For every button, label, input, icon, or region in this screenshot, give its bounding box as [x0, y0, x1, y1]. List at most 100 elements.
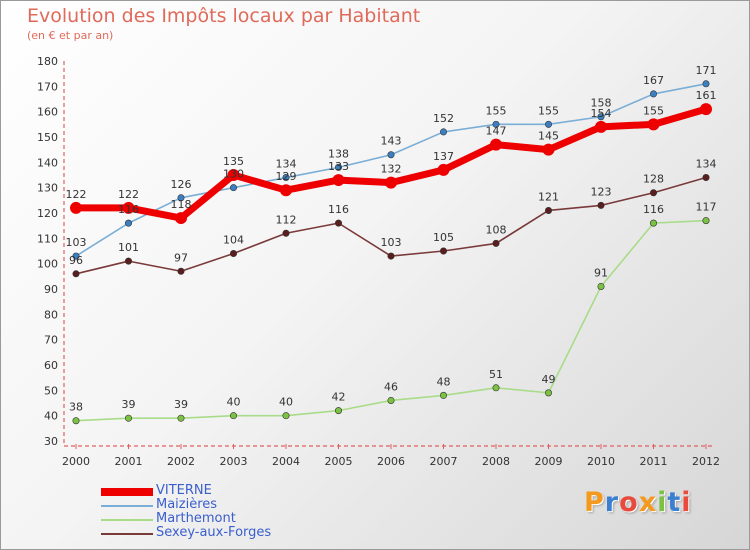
legend-label-sexey-aux-forges: Sexey-aux-Forges: [156, 525, 272, 540]
chart-title: Evolution des Impôts locaux par Habitant: [27, 5, 421, 27]
legend-swatch-sexey-aux-forges: [101, 533, 153, 535]
data-label-sexey-aux-forges: 128: [643, 173, 664, 186]
data-label-viterne: 133: [328, 160, 349, 173]
data-label-sexey-aux-forges: 104: [223, 234, 244, 247]
data-point-maizi-res: [334, 163, 342, 171]
data-point-marthemont: [544, 389, 552, 397]
logo-letter: o: [619, 487, 639, 518]
data-point-sexey-aux-forges: [492, 239, 500, 247]
data-point-maizi-res: [544, 120, 552, 128]
data-point-marthemont: [125, 414, 133, 422]
data-point-viterne: [280, 184, 292, 197]
data-label-viterne: 135: [223, 155, 244, 168]
data-point-viterne: [647, 118, 660, 131]
data-point-maizi-res: [492, 120, 500, 128]
data-label-viterne: 122: [66, 188, 87, 201]
data-label-marthemont: 42: [332, 391, 346, 404]
data-point-maizi-res: [649, 90, 657, 98]
data-point-viterne: [70, 201, 82, 214]
data-label-viterne: 118: [171, 198, 192, 211]
x-tick-label: 2007: [430, 455, 458, 468]
data-point-viterne: [385, 176, 397, 189]
legend-label-viterne: VITERNE: [156, 483, 212, 498]
legend-swatch-marthemont: [101, 519, 153, 521]
legend-swatch-viterne: [101, 488, 153, 496]
data-label-maizi-res: 171: [696, 64, 717, 77]
data-label-sexey-aux-forges: 116: [328, 203, 349, 216]
data-point-marthemont: [334, 407, 342, 415]
data-label-viterne: 161: [696, 89, 717, 102]
data-label-maizi-res: 103: [66, 236, 87, 249]
legend-item-viterne: VITERNE: [101, 483, 401, 499]
data-label-marthemont: 49: [542, 373, 556, 386]
y-tick-label: 110: [37, 232, 58, 245]
y-tick-label: 30: [44, 435, 58, 448]
data-point-maizi-res: [230, 184, 238, 192]
y-tick-label: 100: [37, 258, 58, 271]
data-label-maizi-res: 130: [223, 168, 244, 181]
data-point-marthemont: [230, 412, 238, 420]
data-label-marthemont: 48: [437, 375, 451, 388]
y-tick-label: 60: [44, 359, 58, 372]
data-label-viterne: 154: [591, 107, 612, 120]
data-point-maizi-res: [597, 113, 605, 121]
x-tick-label: 2002: [167, 455, 195, 468]
logo-letter: r: [604, 487, 620, 518]
data-label-viterne: 129: [276, 170, 297, 183]
chart-subtitle: (en € et par an): [27, 29, 114, 42]
data-point-marthemont: [597, 282, 605, 290]
data-point-sexey-aux-forges: [125, 257, 133, 265]
data-label-sexey-aux-forges: 112: [276, 213, 297, 226]
legend-item-sexey-aux-forges: Sexey-aux-Forges: [101, 525, 401, 541]
x-tick-label: 2008: [482, 455, 510, 468]
data-label-maizi-res: 143: [381, 135, 402, 148]
data-point-sexey-aux-forges: [282, 229, 290, 237]
legend-item-maizi-res: Maizières: [101, 497, 401, 513]
legend-item-marthemont: Marthemont: [101, 511, 401, 527]
data-point-marthemont: [177, 414, 185, 422]
proxiti-logo: Proxiti: [584, 487, 692, 518]
data-label-maizi-res: 126: [171, 178, 192, 191]
data-point-maizi-res: [125, 219, 133, 227]
data-label-sexey-aux-forges: 105: [433, 231, 454, 244]
legend-label-maizi-res: Maizières: [156, 497, 218, 512]
data-point-viterne: [122, 201, 135, 214]
data-label-sexey-aux-forges: 123: [591, 185, 612, 198]
data-point-maizi-res: [387, 151, 395, 159]
logo-letter: x: [638, 487, 658, 518]
y-tick-label: 70: [44, 334, 58, 347]
data-label-sexey-aux-forges: 121: [538, 190, 559, 203]
data-point-sexey-aux-forges: [439, 247, 447, 255]
legend-label-marthemont: Marthemont: [156, 511, 236, 526]
data-label-sexey-aux-forges: 97: [174, 251, 188, 264]
data-label-maizi-res: 167: [643, 74, 664, 87]
data-label-viterne: 122: [118, 188, 139, 201]
data-label-viterne: 155: [643, 104, 664, 117]
x-tick-label: 2006: [377, 455, 405, 468]
data-point-maizi-res: [702, 80, 710, 88]
x-tick-label: 2011: [640, 455, 668, 468]
y-tick-label: 40: [44, 410, 58, 423]
data-point-maizi-res: [72, 252, 80, 260]
data-point-viterne: [595, 120, 607, 133]
data-label-viterne: 137: [433, 150, 454, 163]
data-label-marthemont: 39: [122, 398, 136, 411]
data-point-sexey-aux-forges: [230, 250, 238, 258]
data-label-marthemont: 40: [227, 396, 241, 409]
data-point-marthemont: [649, 219, 657, 227]
data-point-marthemont: [72, 417, 80, 425]
data-point-maizi-res: [282, 174, 290, 182]
data-point-viterne: [700, 103, 712, 116]
data-point-sexey-aux-forges: [334, 219, 342, 227]
data-point-viterne: [175, 212, 187, 225]
legend-swatch-maizi-res: [101, 505, 153, 507]
data-label-marthemont: 40: [279, 396, 293, 409]
x-tick-label: 2009: [535, 455, 563, 468]
data-label-marthemont: 91: [594, 266, 608, 279]
data-label-viterne: 145: [538, 130, 559, 143]
data-label-marthemont: 117: [696, 201, 717, 214]
x-tick-label: 2012: [692, 455, 720, 468]
y-tick-label: 80: [44, 308, 58, 321]
data-label-sexey-aux-forges: 96: [69, 254, 83, 267]
